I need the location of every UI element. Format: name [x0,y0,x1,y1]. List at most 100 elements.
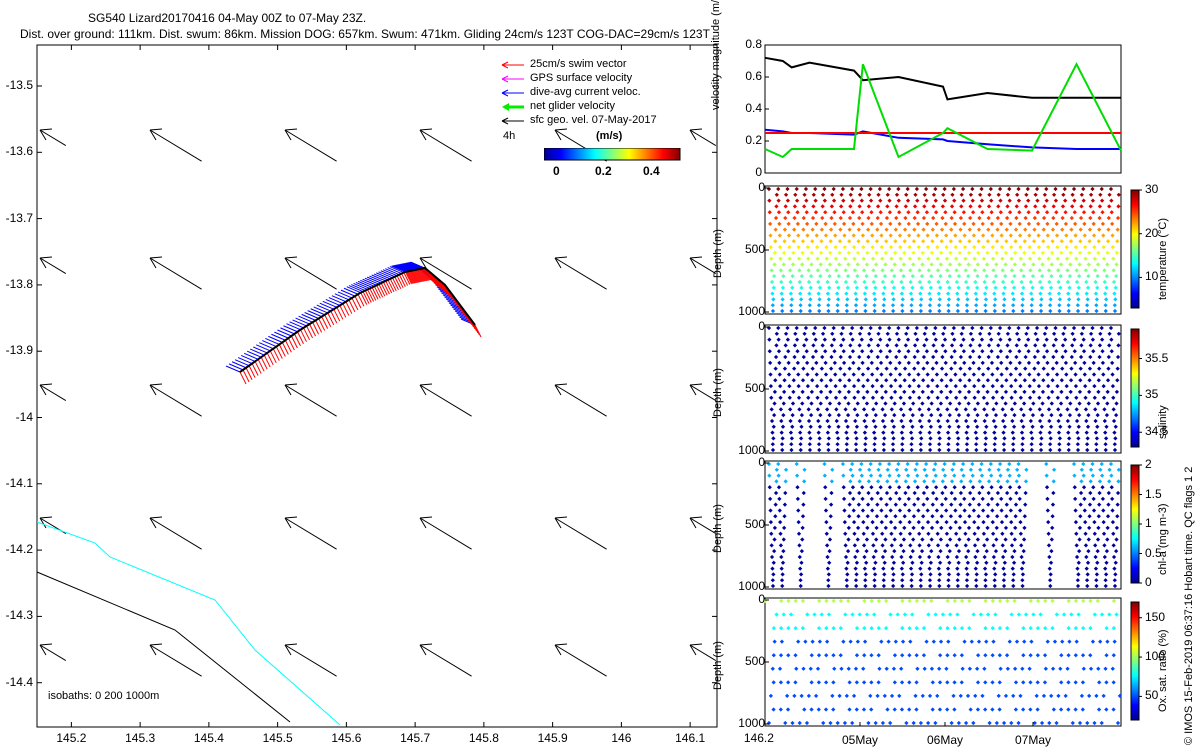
depth-colorbar [1130,601,1140,721]
depth-sample [1039,297,1044,302]
map-xtick-label: 146 [611,731,632,745]
depth-sample [1037,395,1042,400]
depth-sample [1045,496,1050,501]
depth-sample [968,331,974,336]
depth-sample [1047,418,1052,424]
swim-vector [360,292,368,305]
depth-sample [1054,360,1059,365]
depth-sample [1105,389,1110,395]
depth-sample [931,204,936,209]
depth-sample [864,274,869,279]
depth-sample [1052,639,1058,644]
depth-sample [936,430,941,435]
depth-sample [1022,378,1027,383]
sfc-velocity-arrow [284,517,337,550]
map-ytick-label: -14.4 [5,674,33,689]
depth-sample [919,285,924,290]
depth-sample [835,430,840,435]
depth-sample [869,598,874,604]
depth-sample [1116,204,1121,209]
depth-sample [980,508,986,513]
depth-sample [788,291,794,296]
depth-sample [979,198,985,203]
depth-sample [912,227,917,232]
depth-sample [1013,239,1018,244]
depth-sample [935,693,940,699]
depth-sample [1080,653,1086,658]
depth-sample [992,583,997,589]
depth-sample [865,514,870,519]
depth-sample [957,401,962,406]
depth-sample [819,378,824,383]
depth-sample [774,192,779,197]
depth-sample [863,442,868,447]
swim-vector [380,282,388,296]
depth-sample [825,566,831,571]
depth-sample [1012,401,1017,406]
depth-sample [769,531,774,536]
depth-sample [952,473,957,478]
depth-sample [785,325,790,331]
depth-sample [914,186,920,192]
depth-sample [1087,502,1093,507]
velocity-series-line [764,62,1122,159]
depth-sample [795,349,800,354]
depth-sample [889,268,894,273]
depth-sample [816,653,822,658]
depth-sample [873,285,878,290]
depth-sample [936,418,941,424]
depth-sample [1073,233,1078,238]
depth-sample [951,461,956,467]
depth-sample [785,198,790,203]
depth-sample [1091,372,1097,377]
depth-sample [827,262,833,267]
depth-sample [902,612,908,617]
depth-sample [1066,598,1071,604]
depth-sample [790,424,795,429]
depth-sample [971,360,976,365]
depth-sample [1097,479,1103,484]
depth-sample [778,543,784,548]
depth-sample [943,496,948,501]
figure-subtitle: Dist. over ground: 111km. Dist. swum: 86… [20,27,710,41]
depth-sample [1108,461,1114,467]
depth-sample [800,537,805,542]
depth-sample [816,442,822,447]
depth-sample [1092,395,1097,400]
depth-sample [980,693,985,699]
depth-sample [882,693,887,699]
depth-sample [909,303,914,308]
depth-sample [800,378,806,383]
depth-sample [868,198,874,203]
map-xtick-label: 145.9 [537,731,568,745]
depth-sample [855,549,860,554]
depth-sample [894,467,900,472]
depth-sample [1070,204,1075,209]
dac-vector [393,265,408,272]
depth-sample [952,349,957,354]
depth-sample [1055,395,1060,400]
depth-sample [1046,244,1051,250]
depth-sample [933,461,938,467]
depth-sample [843,395,848,400]
swim-vector [303,327,310,341]
depth-sample [999,508,1004,513]
depth-sample [771,572,776,577]
swim-vector [287,337,295,351]
depth-sample [1065,279,1070,285]
depth-sample [983,583,988,589]
depth-sample [1076,285,1081,290]
depth-sample [861,519,866,525]
depth-sample [973,279,978,285]
depth-sample [1075,566,1080,571]
depth-sample [920,250,925,256]
depth-sample [985,514,991,519]
depth-sample [851,233,856,238]
depth-sample [976,250,981,256]
depth-sample [900,447,905,453]
depth-sample [1104,436,1109,441]
depth-sample [994,389,999,395]
depth-sample [866,354,871,360]
depth-sample [853,554,858,560]
depth-sample [1007,198,1012,203]
